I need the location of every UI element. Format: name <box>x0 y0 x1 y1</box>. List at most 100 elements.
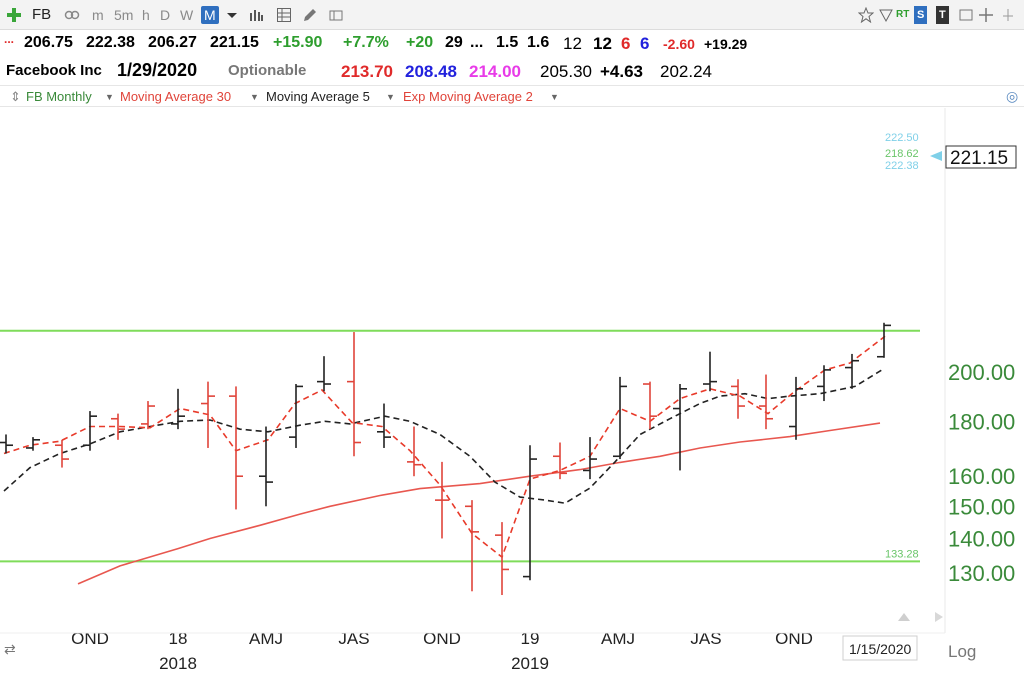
ohlc-bar <box>817 365 831 402</box>
optionable-label: Optionable <box>228 62 307 79</box>
star-icon[interactable] <box>858 7 874 23</box>
quote-field-4: 1.5 <box>496 34 519 51</box>
ohlc-bar <box>731 379 745 419</box>
ohlc-bar <box>55 439 69 468</box>
ohlc-bar <box>377 403 391 448</box>
ohlc-bar <box>877 322 891 358</box>
window-icon[interactable] <box>958 7 974 23</box>
grid-icon[interactable] <box>276 7 292 23</box>
x-tick-label: AMJ <box>601 629 635 648</box>
scroll-right-icon[interactable] <box>935 612 943 622</box>
horizontal-lines <box>0 329 920 563</box>
chevron-down-icon[interactable] <box>224 7 240 23</box>
ohlc-bar <box>523 445 537 581</box>
log-scale-toggle[interactable]: Log <box>948 642 976 661</box>
chevron-down-icon[interactable]: ▼ <box>250 92 259 102</box>
quote-row-1: ... 206.75 222.38 206.27 221.15 +15.90 +… <box>0 31 1024 55</box>
moving-averages <box>3 335 886 585</box>
study-symbol[interactable]: FB Monthly <box>26 89 92 104</box>
y-tick-label: 130.00 <box>948 561 1015 586</box>
quote-low: 206.27 <box>148 34 197 51</box>
study-ma5[interactable]: Moving Average 5 <box>266 89 370 104</box>
quote-field-5: 1.6 <box>527 34 550 51</box>
interval-month-button[interactable]: M <box>201 6 219 24</box>
x-year-label: 2019 <box>511 654 549 673</box>
link-icon[interactable] <box>64 7 80 23</box>
y-axis: 130.00 140.00 150.00 160.00 180.00 200.00 <box>948 360 1015 586</box>
quote-field-3: ... <box>470 34 484 51</box>
y-tick-label: 160.00 <box>948 464 1015 489</box>
toolbar: FB m 5m h D W M RT S T <box>0 0 1024 30</box>
move-icon[interactable] <box>978 7 994 23</box>
ohlc-bar <box>229 386 243 510</box>
ohlc-bar <box>26 437 40 451</box>
eraser-icon[interactable] <box>328 7 344 23</box>
ohlc-bar <box>111 413 125 440</box>
ohlc-bar <box>435 461 449 539</box>
quote-value-6: 202.24 <box>660 62 712 81</box>
study-ma30[interactable]: Moving Average 30 <box>120 89 232 104</box>
symbol-field[interactable]: FB <box>32 6 52 23</box>
interval-hour-button[interactable]: h <box>142 7 150 23</box>
quote-value-1: 213.70 <box>341 62 393 81</box>
rt-badge[interactable]: RT <box>896 9 910 20</box>
quote-open: 206.75 <box>24 34 73 51</box>
interval-5m-button[interactable]: 5m <box>114 7 134 23</box>
y-tick-label: 140.00 <box>948 526 1015 551</box>
ohlc-bar <box>259 426 273 507</box>
ohlc-bar <box>347 332 361 457</box>
study-bar: ⇕ FB Monthly ▼ Moving Average 30 ▼ Movin… <box>0 85 1024 107</box>
quote-value-5: +4.63 <box>600 62 644 81</box>
sort-icon[interactable]: ⇕ <box>10 89 21 104</box>
ohlc-bar <box>703 351 717 392</box>
interval-day-button[interactable]: D <box>160 7 171 23</box>
ohlc-bar <box>759 374 773 430</box>
interval-1m-button[interactable]: m <box>92 7 104 23</box>
quote-dots: ... <box>4 32 15 46</box>
quote-field-1: +20 <box>406 34 434 51</box>
ohlc-bar <box>643 381 657 430</box>
add-symbol-icon[interactable] <box>6 7 22 23</box>
ohlc-bar <box>201 381 215 448</box>
study-ema2[interactable]: Exp Moving Average 2 <box>403 89 533 104</box>
series-line-0 <box>77 422 881 585</box>
quote-value-3: 214.00 <box>469 62 521 81</box>
price-chart[interactable]: 130.00 140.00 150.00 160.00 180.00 200.00 OND… <box>0 108 1024 679</box>
x-year-label: 2018 <box>159 654 197 673</box>
quote-date: 1/29/2020 <box>117 60 198 80</box>
t-badge[interactable]: T <box>936 6 949 24</box>
pin-icon[interactable] <box>1000 7 1016 23</box>
date-box <box>842 635 918 661</box>
interval-week-button[interactable]: W <box>180 7 194 23</box>
ohlc-bar <box>583 437 597 480</box>
price-bars <box>0 322 891 596</box>
s-badge[interactable]: S <box>914 6 928 24</box>
ohlc-bar <box>317 356 331 392</box>
series-line-1 <box>3 369 883 505</box>
ohlc-bar <box>673 384 687 471</box>
chevron-down-icon[interactable]: ▼ <box>550 92 559 102</box>
ohlc-bar <box>407 426 421 477</box>
bar-chart-icon[interactable] <box>248 7 264 23</box>
company-name: Facebook Inc <box>6 62 102 79</box>
chevron-down-icon[interactable]: ▼ <box>105 92 114 102</box>
line-value-label: 133.28 <box>885 548 919 560</box>
settings-icon[interactable]: ◎ <box>1006 88 1019 104</box>
chart-background <box>0 108 1024 679</box>
triangle-tool-icon[interactable] <box>878 7 894 23</box>
pencil-icon[interactable] <box>302 7 318 23</box>
scroll-up-icon[interactable] <box>898 613 910 621</box>
refresh-icon[interactable]: ⇄ <box>4 641 16 657</box>
x-tick-label: OND <box>775 629 813 648</box>
quote-high: 222.38 <box>86 34 135 51</box>
quote-value-4: 205.30 <box>540 62 592 81</box>
quote-field-9: 6 <box>640 34 650 53</box>
x-tick-label: JAS <box>690 629 721 648</box>
x-tick-label: 19 <box>521 629 540 648</box>
quote-row-2: Facebook Inc 1/29/2020 Optionable 213.70… <box>0 59 1024 83</box>
last-price-label: 221.15 <box>950 148 1008 169</box>
ohlc-bar <box>553 442 567 480</box>
ohlc-bar <box>141 401 155 430</box>
chevron-down-icon[interactable]: ▼ <box>386 92 395 102</box>
quote-field-6: 12 <box>563 34 582 53</box>
